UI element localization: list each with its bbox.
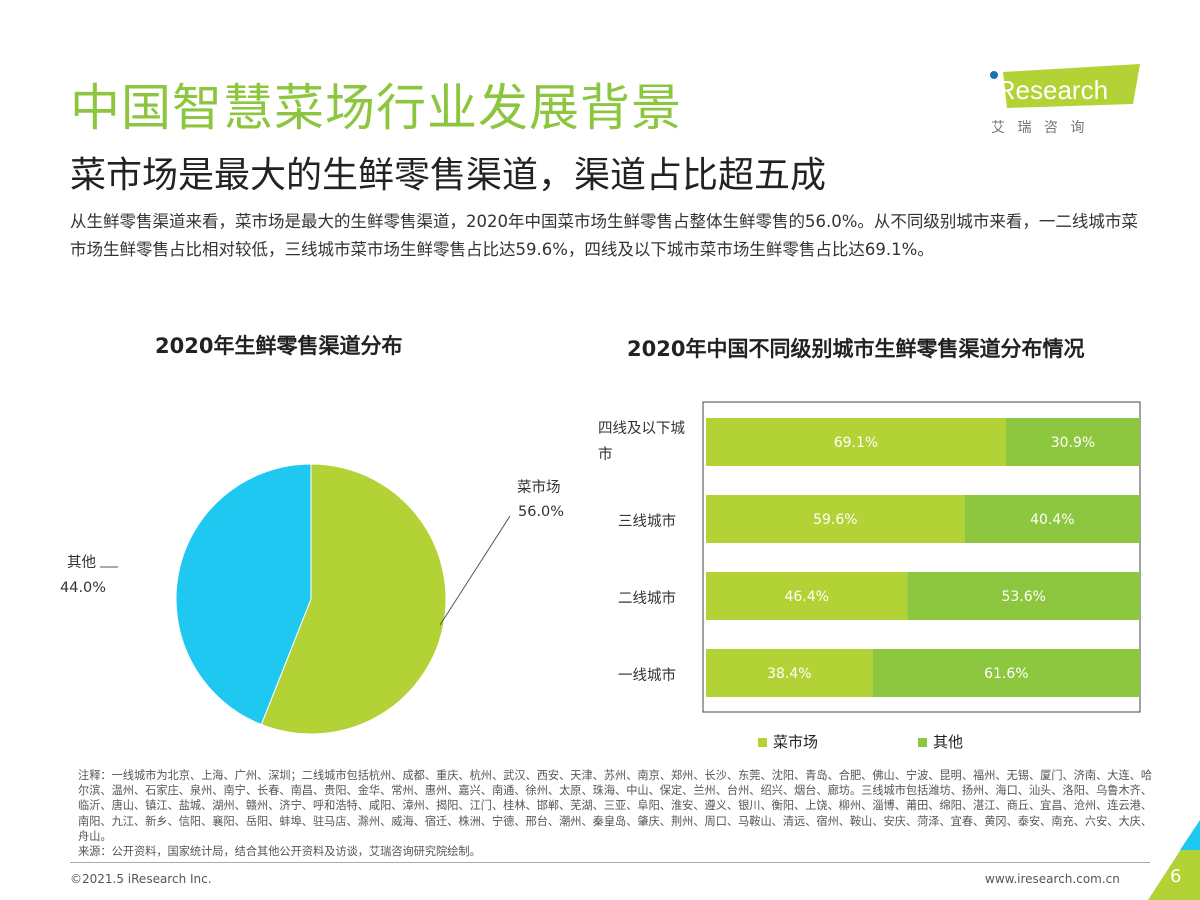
legend-item: 菜市场 (758, 731, 818, 752)
bar-segment (1005, 418, 1140, 466)
pie-label-name: 其他 (67, 555, 96, 571)
data-label: 59.6% (813, 512, 857, 528)
category-label: 一线城市 (618, 668, 676, 684)
copyright: ©2021.5 iResearch Inc. (70, 872, 212, 886)
notes: 注释：一线城市为北京、上海、广州、深圳；二线城市包括杭州、成都、重庆、杭州、武汉… (78, 768, 1158, 859)
data-label: 61.6% (984, 666, 1028, 682)
data-label: 69.1% (834, 435, 878, 451)
pie-label-value: 44.0% (60, 580, 107, 596)
pie-slice (175, 463, 312, 726)
plot-frame (702, 401, 1141, 713)
category-label: 四线及以下城市 (598, 421, 685, 463)
bar-segment (964, 495, 1140, 543)
bar-segment (706, 649, 873, 697)
bar-segment (872, 649, 1140, 697)
data-label: 46.4% (784, 589, 828, 605)
page-number: 6 (1170, 866, 1182, 887)
category-label: 三线城市 (618, 514, 676, 530)
data-label: 30.9% (1051, 435, 1095, 451)
bar-chart: 69.1% 30.9% 59.6% 40.4% 46.4% 53.6% 38.4% 61.6% (702, 401, 1141, 713)
svg-text:艾 瑞 咨 询: 艾 瑞 咨 询 (991, 120, 1088, 136)
data-label: 38.4% (767, 666, 811, 682)
page-corner-decoration (1148, 820, 1200, 900)
bar-segment (907, 572, 1140, 620)
bar-segment (706, 572, 908, 620)
pie-chart-title: 2020年生鲜零售渠道分布 (155, 334, 403, 358)
svg-text:iResearch: iResearch (991, 75, 1108, 105)
data-label: 53.6% (1001, 589, 1045, 605)
data-label: 40.4% (1030, 512, 1074, 528)
pie-chart (100, 463, 511, 735)
footer-divider (70, 862, 1150, 863)
iresearch-logo: iResearch 艾 瑞 咨 询 (990, 64, 1140, 136)
bar-chart-title: 2020年中国不同级别城市生鲜零售渠道分布情况 (627, 337, 1085, 361)
bar-segment (706, 495, 965, 543)
legend: 菜市场 其他 (758, 731, 963, 752)
source-text: 来源：公开资料，国家统计局，结合其他公开资料及访谈，艾瑞咨询研究院绘制。 (78, 845, 481, 859)
description: 从生鲜零售渠道来看，菜市场是最大的生鲜零售渠道，2020年中国菜市场生鲜零售占整… (70, 212, 1138, 259)
legend-item: 其他 (918, 731, 963, 752)
notes-text: 注释：一线城市为北京、上海、广州、深圳；二线城市包括杭州、成都、重庆、杭州、武汉… (78, 769, 1153, 843)
page-subtitle: 菜市场是最大的生鲜零售渠道，渠道占比超五成 (70, 155, 827, 196)
pie-label-value: 56.0% (518, 504, 565, 520)
category-label: 二线城市 (618, 591, 676, 607)
pie-label-name: 菜市场 (517, 480, 561, 496)
website-link[interactable]: www.iresearch.com.cn (985, 872, 1120, 886)
bar-segment (706, 418, 1006, 466)
pie-slice (260, 463, 447, 735)
leader-line (439, 515, 511, 626)
page-title: 中国智慧菜场行业发展背景 (70, 79, 682, 137)
